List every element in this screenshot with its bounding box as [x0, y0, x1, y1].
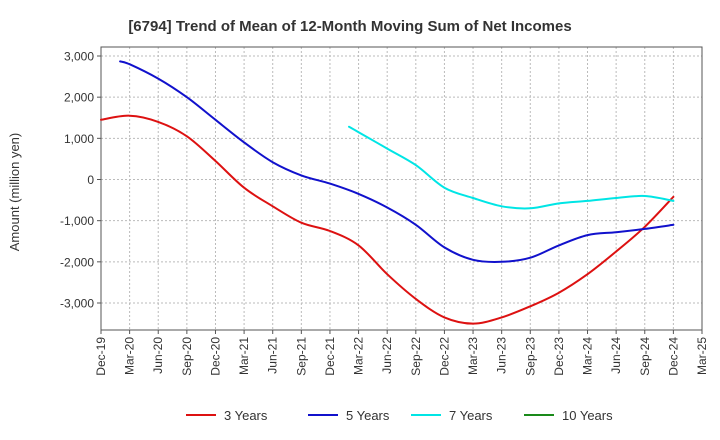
legend-label: 5 Years [346, 408, 390, 423]
series-line-7-years [348, 125, 675, 210]
x-tick-label: Mar-22 [352, 337, 366, 375]
x-tick-label: Jun-20 [151, 337, 165, 374]
legend: 3 Years 5 Years 7 Years 10 Years [186, 408, 613, 423]
y-tick-label: -3,000 [60, 297, 94, 311]
x-tick-label: Dec-19 [94, 337, 108, 376]
x-tick-label: Jun-23 [495, 337, 509, 374]
x-tick-label: Jun-21 [266, 337, 280, 374]
legend-label: 10 Years [562, 408, 613, 423]
x-tick-label: Mar-25 [695, 337, 709, 375]
x-tick-label: Mar-20 [123, 337, 137, 375]
series-line-5-years [119, 60, 675, 263]
x-tick-label: Mar-23 [466, 337, 480, 375]
chart-title: [6794] Trend of Mean of 12-Month Moving … [128, 18, 571, 35]
x-tick-label: Sep-23 [523, 337, 537, 376]
legend-label: 3 Years [224, 408, 268, 423]
series-line-3-years [100, 114, 675, 325]
plot-frame [100, 46, 703, 331]
y-tick-label: 2,000 [64, 91, 94, 105]
series-lines [100, 60, 675, 325]
y-tick-labels: 3,000 2,000 1,000 0 -1,000 -2,000 -3,000 [60, 50, 101, 311]
x-tick-label: Dec-21 [323, 337, 337, 376]
x-tick-label: Sep-20 [180, 337, 194, 376]
x-tick-label: Sep-22 [409, 337, 423, 376]
x-tick-label: Dec-22 [437, 337, 451, 376]
y-tick-label: -1,000 [60, 214, 94, 228]
x-tick-label: Dec-20 [208, 337, 222, 376]
x-tick-label: Sep-21 [294, 337, 308, 376]
y-tick-label: 0 [87, 173, 94, 187]
y-tick-label: 3,000 [64, 50, 94, 64]
x-tick-labels: Dec-19 Mar-20 Jun-20 Sep-20 Dec-20 Mar-21 Jun-… [94, 330, 709, 376]
y-tick-label: -2,000 [60, 255, 94, 269]
y-tick-label: 1,000 [64, 132, 94, 146]
x-tick-label: Sep-24 [638, 337, 652, 376]
plot-border [100, 46, 703, 331]
x-tick-label: Jun-24 [609, 337, 623, 374]
x-tick-label: Dec-23 [552, 337, 566, 376]
x-tick-label: Dec-24 [666, 337, 680, 376]
x-tick-label: Mar-21 [237, 337, 251, 375]
x-tick-label: Mar-24 [581, 337, 595, 375]
x-tick-label: Jun-22 [380, 337, 394, 374]
y-axis-label: Amount (million yen) [7, 133, 22, 252]
legend-label: 7 Years [449, 408, 493, 423]
